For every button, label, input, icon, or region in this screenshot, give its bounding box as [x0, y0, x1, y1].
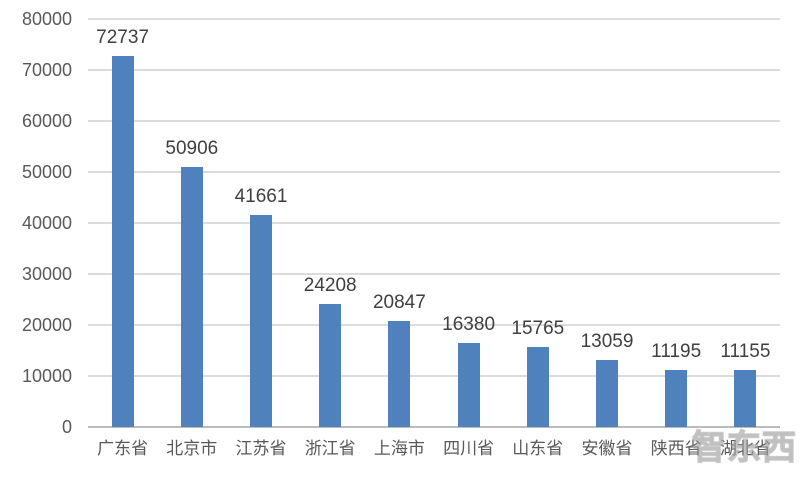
x-tick-label: 广东省: [97, 439, 149, 458]
x-tick-label: 北京市: [166, 439, 218, 458]
gridline: [88, 222, 780, 224]
bar: [457, 343, 480, 427]
y-tick-label: 50000: [21, 162, 72, 182]
y-tick-label: 80000: [21, 9, 72, 29]
x-axis-line: [88, 426, 780, 428]
bar: [180, 167, 203, 427]
x-tick-label: 山东省: [512, 439, 564, 458]
bar-value-label: 72737: [96, 27, 150, 49]
bar: [526, 346, 549, 427]
bar: [319, 303, 342, 427]
bar-value-label: 11155: [720, 341, 771, 363]
bar-value-label: 24208: [303, 274, 357, 296]
y-tick-label: 20000: [21, 315, 72, 335]
x-tick-label: 江苏省: [235, 439, 287, 458]
gridline: [88, 375, 780, 377]
y-tick-label: 40000: [21, 213, 72, 233]
y-tick-label: 10000: [21, 366, 72, 386]
bar-value-label: 20847: [372, 291, 426, 313]
x-tick-label: 湖北省: [719, 439, 771, 458]
bar-value-label: 13059: [580, 331, 634, 353]
gridline: [88, 324, 780, 326]
x-tick-label: 陕西省: [650, 439, 702, 458]
x-tick-label: 浙江省: [304, 439, 356, 458]
bar: [250, 214, 272, 427]
bar: [596, 360, 618, 427]
y-tick-label: 30000: [21, 264, 72, 284]
y-tick-label: 60000: [21, 111, 72, 131]
gridline: [88, 171, 780, 173]
bar-value-label: 15765: [511, 317, 565, 339]
bar: [665, 369, 688, 427]
bar-value-label: 50906: [165, 138, 219, 160]
gridline: [88, 69, 780, 71]
bar: [388, 320, 411, 427]
y-tick-label: 0: [61, 417, 72, 437]
bar-value-label: 16380: [442, 314, 496, 336]
bar-value-label: 41661: [234, 185, 288, 207]
gridline: [88, 120, 780, 122]
x-tick-label: 安徽省: [581, 439, 633, 458]
bar: [111, 56, 134, 427]
bar: [734, 370, 757, 427]
x-tick-label: 上海市: [373, 439, 425, 458]
x-tick-label: 四川省: [443, 439, 495, 458]
y-tick-label: 70000: [21, 60, 72, 80]
gridline: [88, 273, 780, 275]
gridline: [88, 18, 780, 20]
bar-value-label: 11195: [651, 340, 702, 362]
